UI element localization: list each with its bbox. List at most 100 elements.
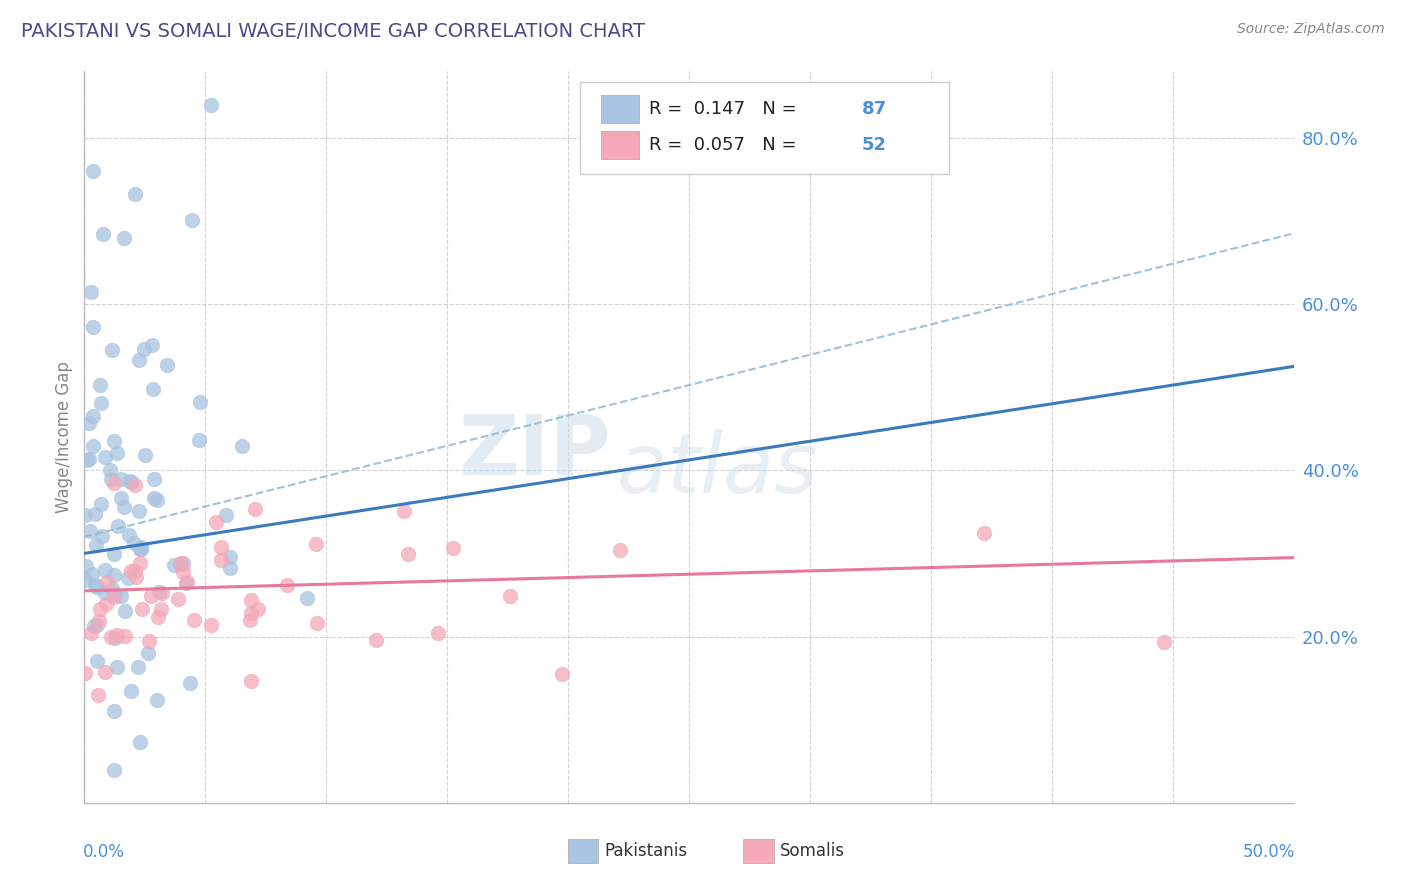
Point xyxy=(82,409,104,424)
Text: R =  0.147   N =: R = 0.147 N = xyxy=(650,100,803,118)
Point xyxy=(163,558,186,573)
Point xyxy=(172,566,194,580)
Point xyxy=(96,575,118,590)
Point xyxy=(1153,635,1175,649)
Point xyxy=(128,504,150,518)
Point xyxy=(188,395,211,409)
Point xyxy=(103,547,125,561)
Point xyxy=(124,478,146,492)
Point xyxy=(124,187,146,202)
Point xyxy=(150,586,173,600)
Point xyxy=(239,606,262,620)
FancyBboxPatch shape xyxy=(581,82,949,174)
Point xyxy=(180,212,202,227)
Point xyxy=(122,536,145,550)
Point xyxy=(141,338,163,352)
Point xyxy=(239,673,262,688)
Point xyxy=(79,625,101,640)
Point xyxy=(305,537,328,551)
Point xyxy=(127,659,149,673)
Point xyxy=(231,439,253,453)
Point xyxy=(145,693,167,707)
Point xyxy=(276,578,298,592)
Point xyxy=(167,592,190,607)
Point xyxy=(218,549,240,564)
Point xyxy=(148,585,170,599)
Point xyxy=(83,619,105,633)
Point xyxy=(76,453,98,467)
Point xyxy=(103,763,125,777)
Point xyxy=(103,704,125,718)
Point xyxy=(90,529,112,543)
Point xyxy=(143,472,166,486)
Point xyxy=(75,573,97,587)
Point xyxy=(104,587,127,601)
Point xyxy=(91,227,114,241)
Point xyxy=(243,502,266,516)
Point xyxy=(75,558,97,573)
Point xyxy=(79,524,101,539)
Point xyxy=(200,618,222,632)
Point xyxy=(82,320,104,334)
Text: 50.0%: 50.0% xyxy=(1243,843,1295,861)
Point xyxy=(174,576,197,591)
Point xyxy=(120,564,142,578)
Point xyxy=(103,568,125,582)
Point xyxy=(295,591,318,605)
Point xyxy=(94,450,117,464)
Point xyxy=(89,378,111,392)
Point xyxy=(120,475,142,490)
Point xyxy=(103,434,125,448)
Point xyxy=(973,525,995,540)
Point xyxy=(139,589,162,603)
FancyBboxPatch shape xyxy=(600,131,640,159)
Point xyxy=(107,518,129,533)
Text: Pakistanis: Pakistanis xyxy=(605,842,688,860)
Point xyxy=(114,604,136,618)
Point xyxy=(94,665,117,679)
Point xyxy=(131,540,153,554)
Point xyxy=(86,617,108,632)
Point xyxy=(100,472,122,486)
Text: 87: 87 xyxy=(862,100,887,118)
Point xyxy=(215,508,238,523)
Point xyxy=(146,610,169,624)
Point xyxy=(143,491,166,505)
Point xyxy=(609,543,631,558)
Point xyxy=(170,556,193,570)
Point xyxy=(86,689,108,703)
Point xyxy=(82,567,104,582)
Text: Source: ZipAtlas.com: Source: ZipAtlas.com xyxy=(1237,22,1385,37)
Point xyxy=(142,382,165,396)
Point xyxy=(112,231,135,245)
Point xyxy=(150,601,173,615)
Point xyxy=(183,613,205,627)
Point xyxy=(169,557,191,571)
Point xyxy=(77,417,100,431)
Point xyxy=(86,654,108,668)
Text: Somalis: Somalis xyxy=(780,842,845,860)
Point xyxy=(93,585,115,599)
Point xyxy=(218,561,240,575)
Text: 0.0%: 0.0% xyxy=(83,843,125,861)
Point xyxy=(209,553,232,567)
Point xyxy=(114,629,136,643)
FancyBboxPatch shape xyxy=(744,839,773,863)
Text: atlas: atlas xyxy=(616,429,818,510)
Point xyxy=(441,541,464,556)
FancyBboxPatch shape xyxy=(600,95,640,122)
Point xyxy=(82,438,104,452)
Point xyxy=(89,601,111,615)
Point xyxy=(179,675,201,690)
Point xyxy=(396,548,419,562)
Point xyxy=(118,528,141,542)
Point xyxy=(73,665,96,680)
Point xyxy=(84,538,107,552)
Point xyxy=(101,343,124,357)
Point xyxy=(105,660,128,674)
Text: R =  0.057   N =: R = 0.057 N = xyxy=(650,136,803,154)
Point xyxy=(209,541,232,555)
Point xyxy=(80,285,103,299)
Text: ZIP: ZIP xyxy=(458,411,610,492)
Point xyxy=(120,475,142,489)
